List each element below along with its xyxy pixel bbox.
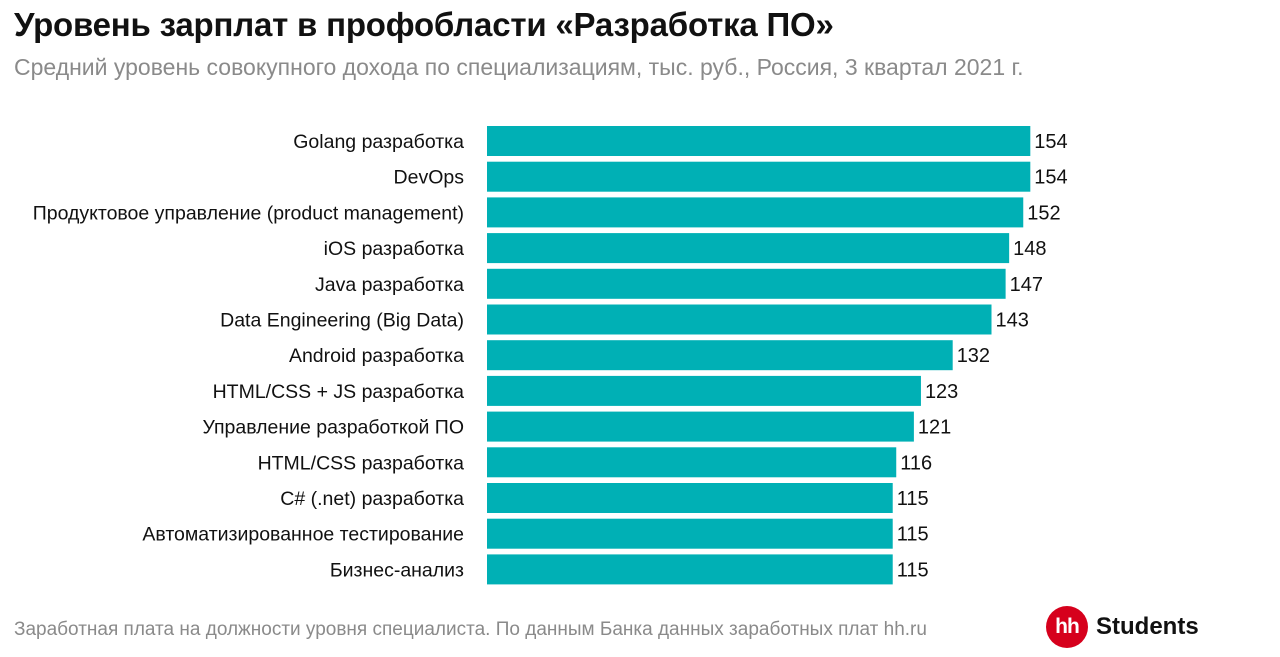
category-label: HTML/CSS + JS разработка	[213, 381, 465, 403]
value-label: 123	[925, 381, 958, 403]
bar	[487, 554, 893, 585]
logo-text: Students	[1096, 613, 1199, 640]
value-label: 115	[897, 488, 929, 510]
value-label: 147	[1010, 274, 1043, 296]
bar	[487, 375, 921, 406]
value-label: 116	[900, 452, 932, 474]
footnote: Заработная плата на должности уровня спе…	[14, 619, 927, 640]
bar	[487, 411, 914, 442]
value-label: 115	[897, 559, 929, 581]
bar	[487, 447, 897, 478]
category-label: Автоматизированное тестирование	[142, 524, 464, 546]
category-label: iOS разработка	[324, 238, 465, 260]
value-label: 143	[996, 310, 1029, 332]
bar-chart: Golang разработка 154 DevOps 154 Продуктовое…	[33, 126, 1068, 585]
category-label: Продуктовое управление (product manageme…	[33, 202, 464, 224]
chart-subtitle: Средний уровень совокупного дохода по сп…	[14, 54, 1024, 80]
hh-students-logo: hh Students	[1046, 606, 1199, 648]
value-label: 154	[1034, 167, 1067, 189]
value-label: 154	[1034, 131, 1067, 153]
category-label: Android разработка	[289, 345, 464, 367]
category-label: Управление разработкой ПО	[202, 417, 464, 439]
bar	[487, 518, 893, 549]
category-label: Java разработка	[315, 274, 464, 296]
value-label: 121	[918, 417, 951, 439]
category-label: Data Engineering (Big Data)	[220, 310, 464, 332]
category-label: HTML/CSS разработка	[258, 452, 465, 474]
value-label: 115	[897, 524, 929, 546]
category-label: Бизнес-анализ	[330, 559, 464, 581]
hh-logo-icon: hh	[1046, 606, 1088, 648]
value-label: 148	[1013, 238, 1046, 260]
category-label: DevOps	[394, 167, 465, 189]
bar	[487, 483, 893, 513]
value-label: 132	[957, 345, 990, 367]
chart-title: Уровень зарплат в профобласти «Разработк…	[14, 6, 834, 43]
bar	[487, 233, 1010, 264]
bar	[487, 304, 992, 335]
bar	[487, 126, 1031, 156]
value-label: 152	[1027, 202, 1060, 224]
category-label: Golang разработка	[293, 131, 464, 153]
bar	[487, 340, 953, 371]
bar	[487, 161, 1031, 192]
category-label: C# (.net) разработка	[280, 488, 464, 510]
bar	[487, 197, 1024, 228]
bar	[487, 268, 1006, 299]
